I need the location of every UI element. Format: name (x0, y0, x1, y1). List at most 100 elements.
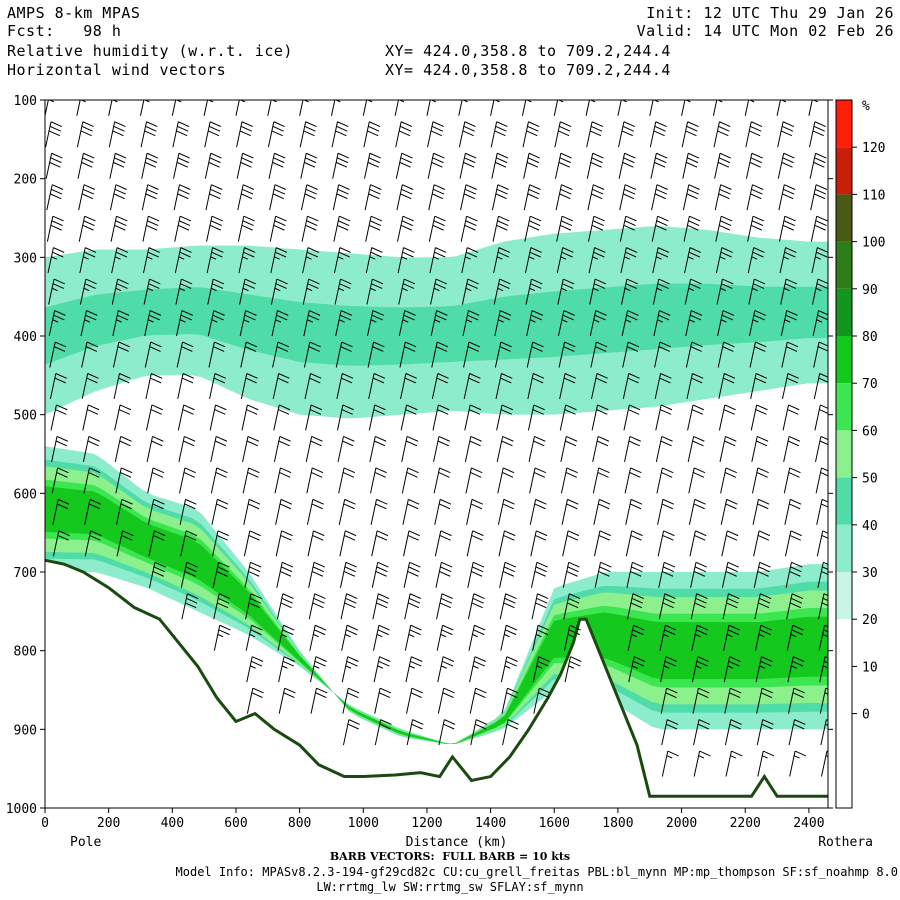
barb-flag (498, 319, 504, 323)
barb-flag (377, 629, 389, 636)
wind-barb (146, 435, 164, 462)
barb-flag (628, 440, 640, 447)
barb-flag (562, 314, 574, 321)
barb-shaft (240, 341, 247, 368)
barb-flag (728, 660, 740, 667)
barb-shaft (308, 593, 316, 620)
barb-shaft (681, 100, 686, 116)
barb-flag (719, 121, 731, 128)
barb-shaft (527, 404, 535, 431)
barb-flag (54, 377, 66, 384)
wind-barb (395, 121, 413, 148)
barb-flag (536, 597, 548, 604)
wind-barb (397, 215, 414, 242)
barb-flag (498, 283, 510, 289)
wind-barb (210, 435, 228, 462)
wind-barb (655, 435, 673, 462)
barb-flag (372, 310, 384, 316)
barb-flag (82, 188, 95, 195)
barb-flag (561, 184, 573, 190)
barb-flag (654, 193, 667, 200)
barb-shaft (365, 247, 373, 274)
barb-flag (306, 251, 319, 258)
barb-shaft (716, 278, 723, 305)
barb-flag (784, 215, 796, 222)
barb-flag (590, 125, 603, 132)
barb-shaft (114, 436, 122, 462)
colorbar-band (836, 666, 852, 714)
barb-shaft (625, 499, 632, 525)
barb-flag (815, 287, 822, 292)
colorbar-band (836, 619, 852, 667)
barb-flag (442, 624, 454, 631)
barb-flag (659, 377, 671, 384)
barb-shaft (657, 530, 665, 557)
barb-flag (51, 256, 58, 260)
barb-flag (369, 220, 382, 227)
barb-flag (730, 687, 742, 694)
barb-flag (311, 472, 323, 478)
barb-flag (240, 161, 252, 168)
cross-section-xy-1: XY= 424.0,358.8 to 709.2,244.4 (385, 42, 671, 60)
barb-flag (561, 215, 574, 222)
barb-flag (467, 314, 479, 321)
barb-flag (404, 377, 416, 384)
barb-shaft (400, 373, 407, 400)
barb-flag (655, 224, 667, 231)
barb-shaft (753, 530, 760, 557)
wind-barb (592, 467, 610, 494)
barb-flag (83, 287, 90, 292)
barb-flag (244, 314, 256, 321)
wind-barb (78, 184, 96, 211)
barb-flag (337, 121, 349, 128)
wind-barb (242, 467, 260, 494)
wind-barb (434, 498, 452, 525)
barb-flag (430, 130, 443, 137)
barb-shaft (628, 656, 635, 683)
wind-barb (237, 184, 255, 211)
wind-barb (335, 310, 353, 337)
barb-flag (182, 341, 194, 348)
barb-flag (823, 629, 828, 633)
barb-shaft (749, 341, 756, 368)
plot-frame (44, 99, 829, 809)
barb-shaft (428, 216, 436, 242)
barb-flag (314, 593, 326, 600)
barb-shaft (693, 719, 700, 746)
barb-flag (183, 404, 195, 411)
barb-flag (282, 660, 295, 667)
barb-flag (51, 287, 58, 292)
barb-shaft (493, 278, 501, 305)
barb-flag (378, 100, 379, 101)
wind-barb (112, 341, 130, 368)
barb-shaft (431, 341, 438, 368)
wind-barb (687, 435, 705, 462)
barb-flag (788, 472, 800, 478)
barb-flag (662, 571, 674, 577)
barb-flag (495, 161, 507, 168)
barb-shaft (654, 341, 661, 368)
barb-flag (408, 566, 420, 573)
barb-shaft (813, 341, 820, 368)
barb-flag (696, 100, 697, 101)
barb-flag (782, 157, 794, 164)
wind-barb (45, 152, 63, 179)
barb-flag (730, 755, 737, 759)
barb-flag (721, 247, 733, 253)
barb-shaft (148, 562, 156, 588)
barb-flag (305, 188, 317, 195)
barb-shaft (278, 688, 286, 714)
wind-barb (814, 404, 828, 431)
barb-flag (499, 314, 511, 321)
barb-flag (695, 597, 707, 604)
barb-shaft (238, 247, 245, 274)
barb-flag (754, 377, 767, 384)
barb-shaft (206, 247, 214, 274)
barb-flag (313, 561, 326, 568)
barb-flag (664, 660, 676, 667)
barb-flag (343, 571, 355, 577)
barb-shaft (47, 247, 54, 274)
wind-barb (210, 467, 228, 494)
wind-barb (557, 278, 575, 305)
barb-flag (251, 624, 263, 631)
